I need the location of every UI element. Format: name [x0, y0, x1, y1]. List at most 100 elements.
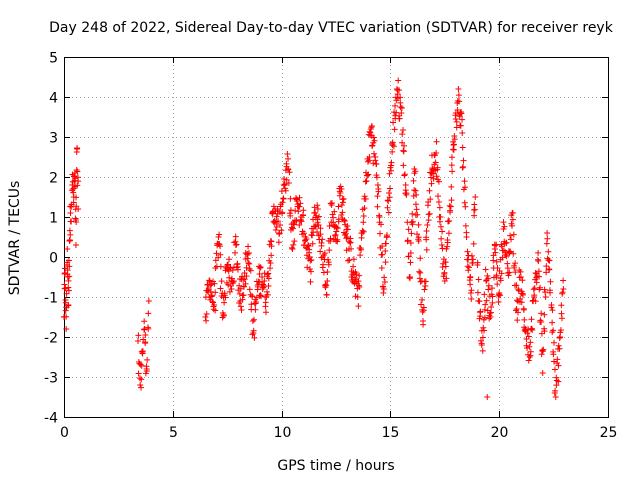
data-point [396, 115, 403, 122]
data-point [290, 241, 297, 248]
data-point [239, 296, 246, 303]
data-point [502, 251, 509, 258]
data-point [534, 256, 541, 263]
data-point [265, 270, 272, 277]
data-point [433, 173, 440, 180]
data-point [471, 206, 478, 213]
data-point [267, 265, 274, 272]
data-point [459, 116, 466, 123]
data-point [465, 267, 472, 274]
data-point [553, 377, 560, 384]
data-point [340, 199, 347, 206]
data-point [409, 218, 416, 225]
data-point [332, 231, 339, 238]
data-point [138, 384, 145, 391]
data-point [543, 269, 550, 276]
data-point [247, 267, 254, 274]
data-point [494, 281, 501, 288]
data-point [467, 281, 474, 288]
data-point [61, 285, 68, 292]
data-point [464, 248, 471, 255]
data-point [331, 208, 338, 215]
data-point [486, 312, 493, 319]
data-point [270, 203, 277, 210]
data-point [67, 210, 74, 216]
data-point [257, 292, 264, 299]
data-point [265, 275, 272, 282]
data-point [536, 273, 543, 280]
data-point [478, 340, 485, 347]
data-point [367, 129, 374, 136]
data-point [306, 253, 313, 260]
data-point [514, 297, 521, 304]
data-point [509, 209, 516, 216]
data-point [539, 370, 546, 376]
data-point [268, 243, 275, 250]
data-point [268, 252, 275, 259]
data-point [528, 316, 535, 323]
data-point [447, 209, 454, 216]
data-point [207, 288, 214, 295]
data-point [136, 375, 143, 382]
data-point [499, 254, 506, 261]
data-point [504, 265, 511, 272]
data-point [269, 209, 276, 216]
data-point [488, 304, 495, 311]
data-point [241, 270, 248, 276]
data-point [489, 299, 496, 306]
data-point [273, 213, 280, 220]
data-point [538, 330, 545, 337]
data-point [462, 184, 469, 191]
data-point [363, 178, 370, 184]
data-point [501, 223, 508, 230]
data-point [137, 382, 144, 388]
data-point [541, 311, 548, 318]
y-tick-label: -1 [44, 291, 58, 307]
data-point [65, 302, 72, 309]
data-point [62, 307, 69, 314]
data-point [489, 285, 496, 292]
data-point [249, 318, 256, 325]
data-point [64, 246, 71, 252]
data-point [221, 299, 228, 306]
data-point [296, 222, 303, 229]
data-point [378, 265, 385, 272]
data-point [230, 278, 237, 285]
data-point [479, 334, 486, 341]
data-point [237, 303, 244, 310]
data-point [232, 249, 239, 256]
data-point [278, 227, 285, 234]
data-point [434, 193, 441, 200]
data-point [315, 222, 322, 228]
data-point [467, 290, 474, 296]
data-point [348, 268, 355, 275]
data-point [400, 162, 407, 169]
data-point [246, 286, 253, 293]
data-point [335, 203, 342, 210]
data-point [530, 286, 537, 293]
data-point [390, 143, 397, 150]
x-tick-label: 20 [491, 425, 509, 441]
data-point [401, 171, 408, 178]
data-point [356, 272, 363, 279]
data-point [65, 257, 72, 264]
data-point [517, 268, 524, 275]
data-point [443, 275, 450, 282]
data-point [312, 209, 319, 216]
data-point [454, 107, 461, 114]
data-point [383, 233, 390, 240]
data-point [421, 286, 428, 293]
data-point [437, 223, 444, 230]
data-point [143, 367, 150, 374]
data-point [406, 275, 413, 282]
data-point [485, 286, 492, 293]
data-point [292, 207, 299, 214]
data-point [460, 157, 467, 164]
data-point [520, 306, 527, 313]
data-point [430, 170, 437, 177]
data-point [384, 204, 391, 211]
data-point [220, 312, 227, 319]
data-point [558, 310, 565, 317]
data-point [526, 343, 533, 350]
data-point [456, 98, 463, 105]
